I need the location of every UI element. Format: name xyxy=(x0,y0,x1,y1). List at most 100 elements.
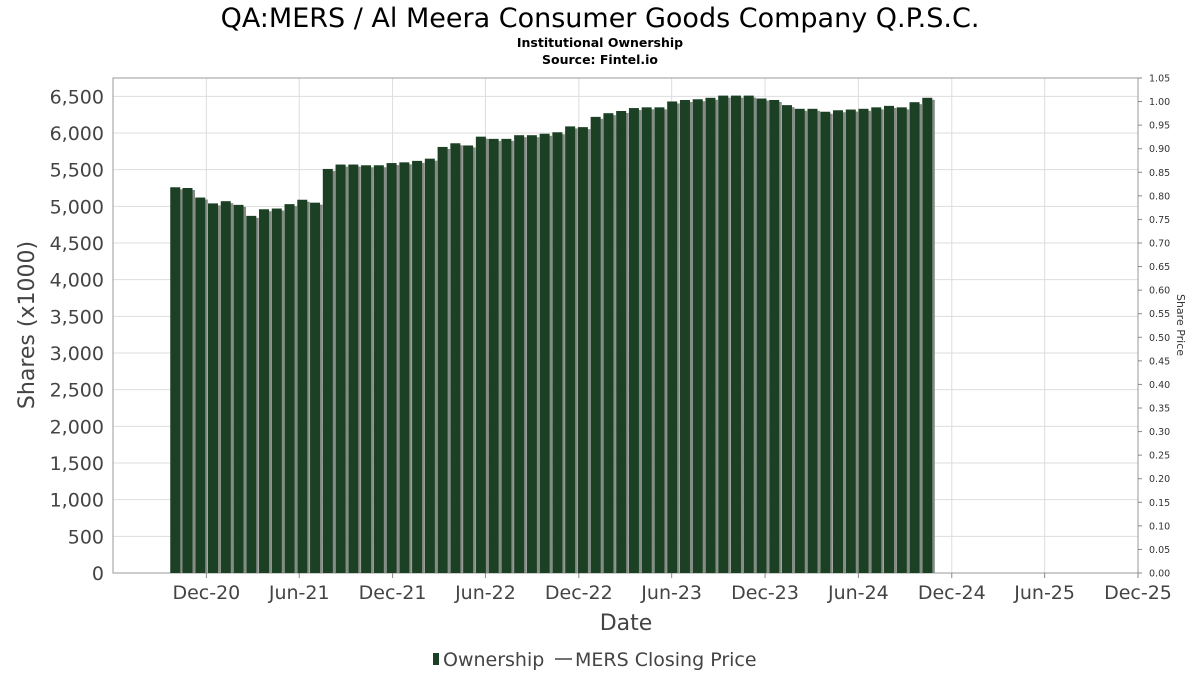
ownership-bar xyxy=(501,138,512,573)
ownership-bar xyxy=(820,111,831,573)
x-tick-label: Jun-21 xyxy=(268,582,330,604)
ownership-bar xyxy=(756,98,767,574)
y-axis-left: 0 500 1,000 1,500 2,000 2,500 3,000 3,500 4,000 4… xyxy=(50,86,104,585)
ownership-bar xyxy=(386,163,397,574)
y2-tick-label: 0.40 xyxy=(1149,380,1170,391)
ownership-bar xyxy=(399,162,410,574)
ownership-bar xyxy=(909,102,920,573)
y2-tick-label: 0.65 xyxy=(1149,262,1170,273)
ownership-bar xyxy=(641,107,652,573)
ownership-bar xyxy=(552,132,563,573)
ownership-bar xyxy=(922,97,933,574)
ownership-bar xyxy=(348,164,359,574)
legend: Ownership MERS Closing Price xyxy=(433,649,757,671)
y2-tick-label: 0.70 xyxy=(1149,239,1170,250)
y2-tick-label: 0.00 xyxy=(1149,569,1170,580)
y-tick-label: 2,000 xyxy=(50,416,104,438)
x-tick-label: Dec-23 xyxy=(731,582,799,604)
y-tick-label: 5,500 xyxy=(50,160,104,182)
y-axis-label: Shares (x1000) xyxy=(15,241,40,409)
x-tick-label: Jun-22 xyxy=(454,582,516,604)
ownership-bar xyxy=(195,197,206,574)
y-tick-label: 5,000 xyxy=(50,196,104,218)
y-axis-right: 0.00 0.05 0.10 0.15 0.20 0.25 0.30 0.35 0.40 0.45… xyxy=(1138,74,1170,580)
chart-title: QA:MERS / Al Meera Consumer Goods Compan… xyxy=(221,3,980,34)
legend-price-label: MERS Closing Price xyxy=(575,649,757,671)
y-tick-label: 1,000 xyxy=(50,490,104,512)
y2-tick-label: 0.10 xyxy=(1149,521,1170,532)
ownership-bar xyxy=(220,201,231,573)
ownership-bar xyxy=(654,107,665,573)
ownership-bar xyxy=(667,101,678,573)
ownership-bar xyxy=(858,108,869,574)
ownership-bar xyxy=(463,145,474,573)
y2-tick-label: 0.20 xyxy=(1149,474,1170,485)
y-tick-label: 3,500 xyxy=(50,306,104,328)
ownership-bar xyxy=(577,127,588,573)
ownership-bar xyxy=(208,203,218,573)
ownership-bar xyxy=(450,143,461,573)
y2-tick-label: 0.55 xyxy=(1149,309,1170,320)
ownership-bar xyxy=(539,133,550,573)
y2-tick-label: 0.75 xyxy=(1149,215,1170,226)
x-tick-label: Dec-20 xyxy=(172,582,240,604)
ownership-bar xyxy=(718,95,729,573)
ownership-bar xyxy=(488,138,499,573)
y2-tick-label: 0.85 xyxy=(1149,168,1170,179)
ownership-bar xyxy=(424,158,435,573)
y-tick-label: 0 xyxy=(92,563,104,585)
ownership-bar xyxy=(845,109,856,574)
ownership-bar xyxy=(730,95,741,573)
ownership-bar xyxy=(781,105,792,573)
ownership-bar xyxy=(310,202,321,573)
ownership-bar xyxy=(322,168,333,573)
y2-tick-label: 0.30 xyxy=(1149,427,1170,438)
y2-tick-label: 0.05 xyxy=(1149,545,1170,556)
y-tick-label: 1,500 xyxy=(50,453,104,475)
ownership-bar xyxy=(871,107,882,573)
ownership-bar xyxy=(246,215,257,573)
legend-ownership-label: Ownership xyxy=(443,649,544,671)
ownership-bar xyxy=(616,111,627,573)
y-tick-label: 6,000 xyxy=(50,123,104,145)
x-tick-label: Dec-25 xyxy=(1104,582,1172,604)
x-tick-label: Jun-23 xyxy=(640,582,702,604)
ownership-bar xyxy=(794,108,805,574)
ownership-bar xyxy=(679,100,690,573)
ownership-bar xyxy=(170,187,181,573)
y-tick-label: 3,000 xyxy=(50,343,104,365)
ownership-bar xyxy=(769,100,780,573)
y2-tick-label: 1.00 xyxy=(1149,97,1170,108)
ownership-bar xyxy=(271,208,282,574)
ownership-bar xyxy=(373,165,384,573)
y2-tick-label: 0.35 xyxy=(1149,404,1170,415)
y2-tick-label: 0.45 xyxy=(1149,356,1170,367)
ownership-bar xyxy=(259,209,270,573)
ownership-bar xyxy=(896,107,907,573)
y2-tick-label: 0.50 xyxy=(1149,333,1170,344)
ownership-bar xyxy=(692,99,703,574)
legend-ownership-swatch xyxy=(433,653,439,665)
ownership-bar xyxy=(475,136,486,573)
ownership-bar xyxy=(884,105,895,573)
ownership-bar xyxy=(705,97,716,574)
ownership-bar xyxy=(514,135,525,573)
ownership-bar xyxy=(807,108,818,574)
x-tick-label: Dec-21 xyxy=(359,582,427,604)
x-tick-label: Jun-24 xyxy=(827,582,889,604)
y-tick-label: 4,500 xyxy=(50,233,104,255)
ownership-bar xyxy=(628,108,639,574)
y-tick-label: 6,500 xyxy=(50,86,104,108)
y-tick-label: 2,500 xyxy=(50,380,104,402)
ownership-bar xyxy=(526,135,537,573)
ownership-bar xyxy=(833,110,843,574)
bar-series xyxy=(170,95,935,574)
ownership-bar xyxy=(361,165,372,573)
y2-tick-label: 0.25 xyxy=(1149,451,1170,462)
ownership-bar xyxy=(182,188,193,573)
ownership-bar xyxy=(284,204,295,573)
y2-tick-label: 0.90 xyxy=(1149,144,1170,155)
x-tick-label: Dec-22 xyxy=(545,582,613,604)
ownership-bar xyxy=(590,116,601,573)
